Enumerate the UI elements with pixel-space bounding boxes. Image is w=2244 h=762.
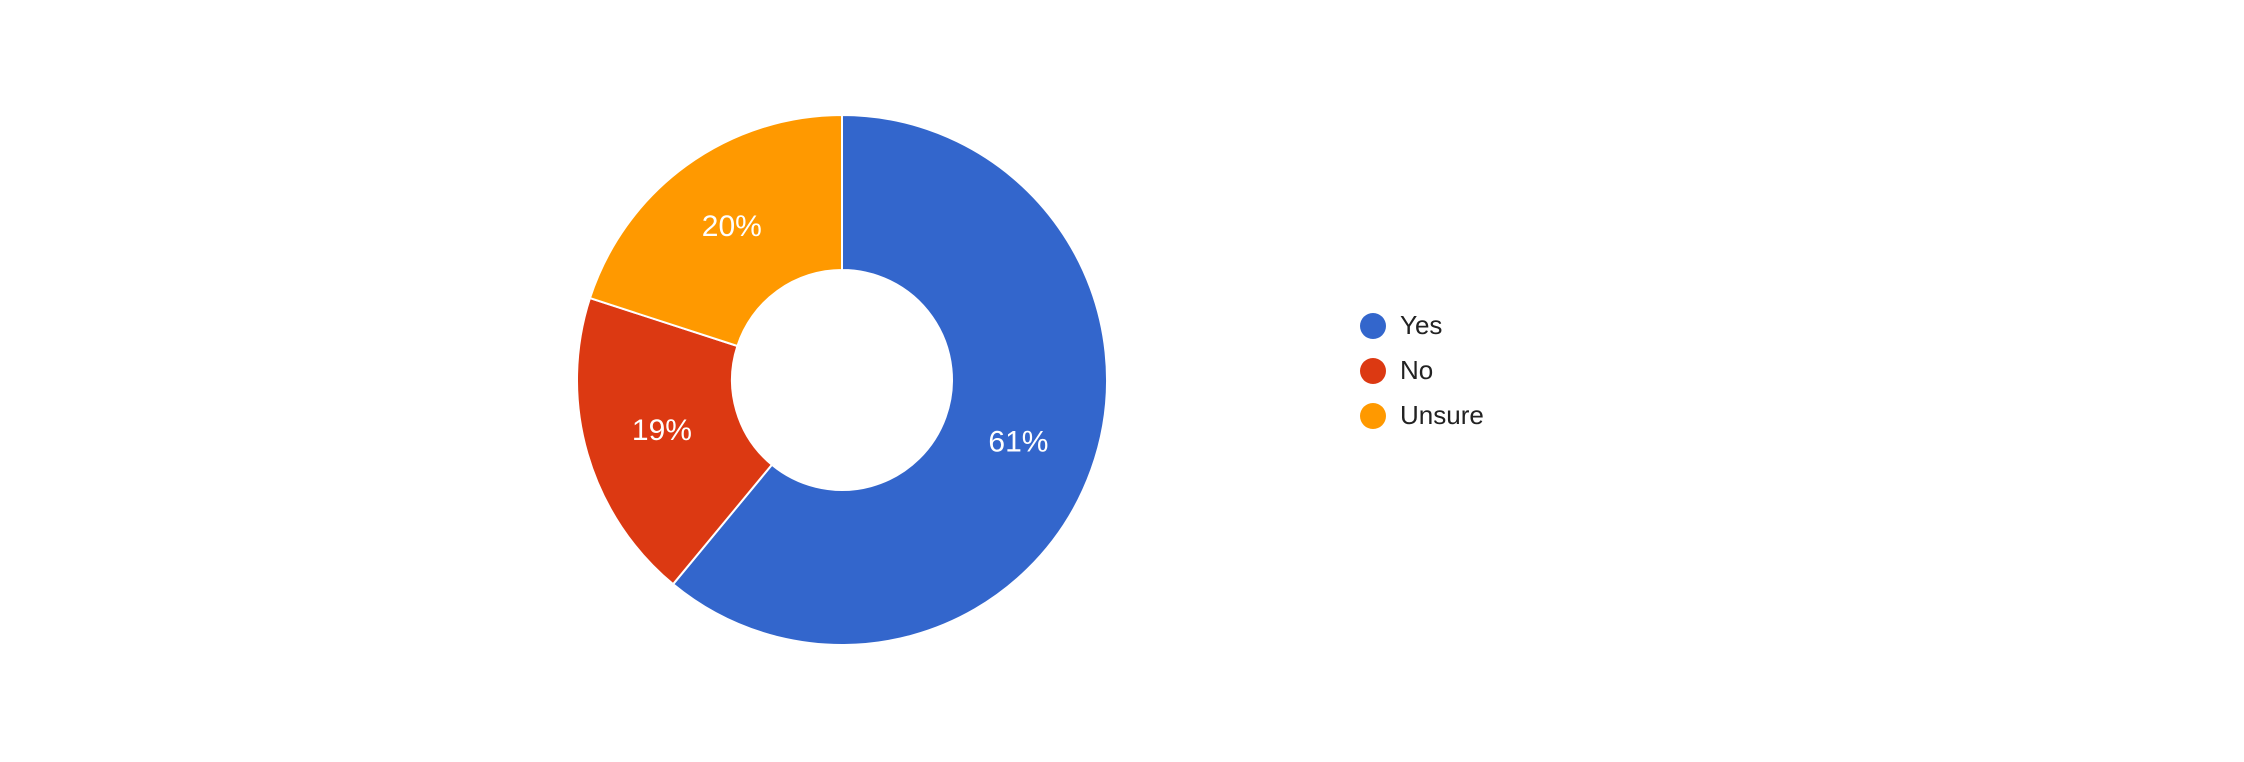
legend-label: Unsure (1400, 400, 1484, 431)
legend-label: No (1400, 355, 1433, 386)
legend-label: Yes (1400, 310, 1442, 341)
legend-item-unsure: Unsure (1360, 400, 1484, 431)
legend: Yes No Unsure (1360, 310, 1484, 431)
legend-swatch-icon (1360, 403, 1386, 429)
slice-label-no: 19% (632, 414, 692, 447)
chart-container: 61% 19% 20% Yes No Unsure (0, 0, 2244, 762)
legend-item-yes: Yes (1360, 310, 1484, 341)
legend-swatch-icon (1360, 313, 1386, 339)
legend-swatch-icon (1360, 358, 1386, 384)
slice-label-unsure: 20% (702, 210, 762, 243)
donut-chart: 61% 19% 20% (567, 105, 1117, 655)
legend-item-no: No (1360, 355, 1484, 386)
slice-label-yes: 61% (988, 425, 1048, 458)
